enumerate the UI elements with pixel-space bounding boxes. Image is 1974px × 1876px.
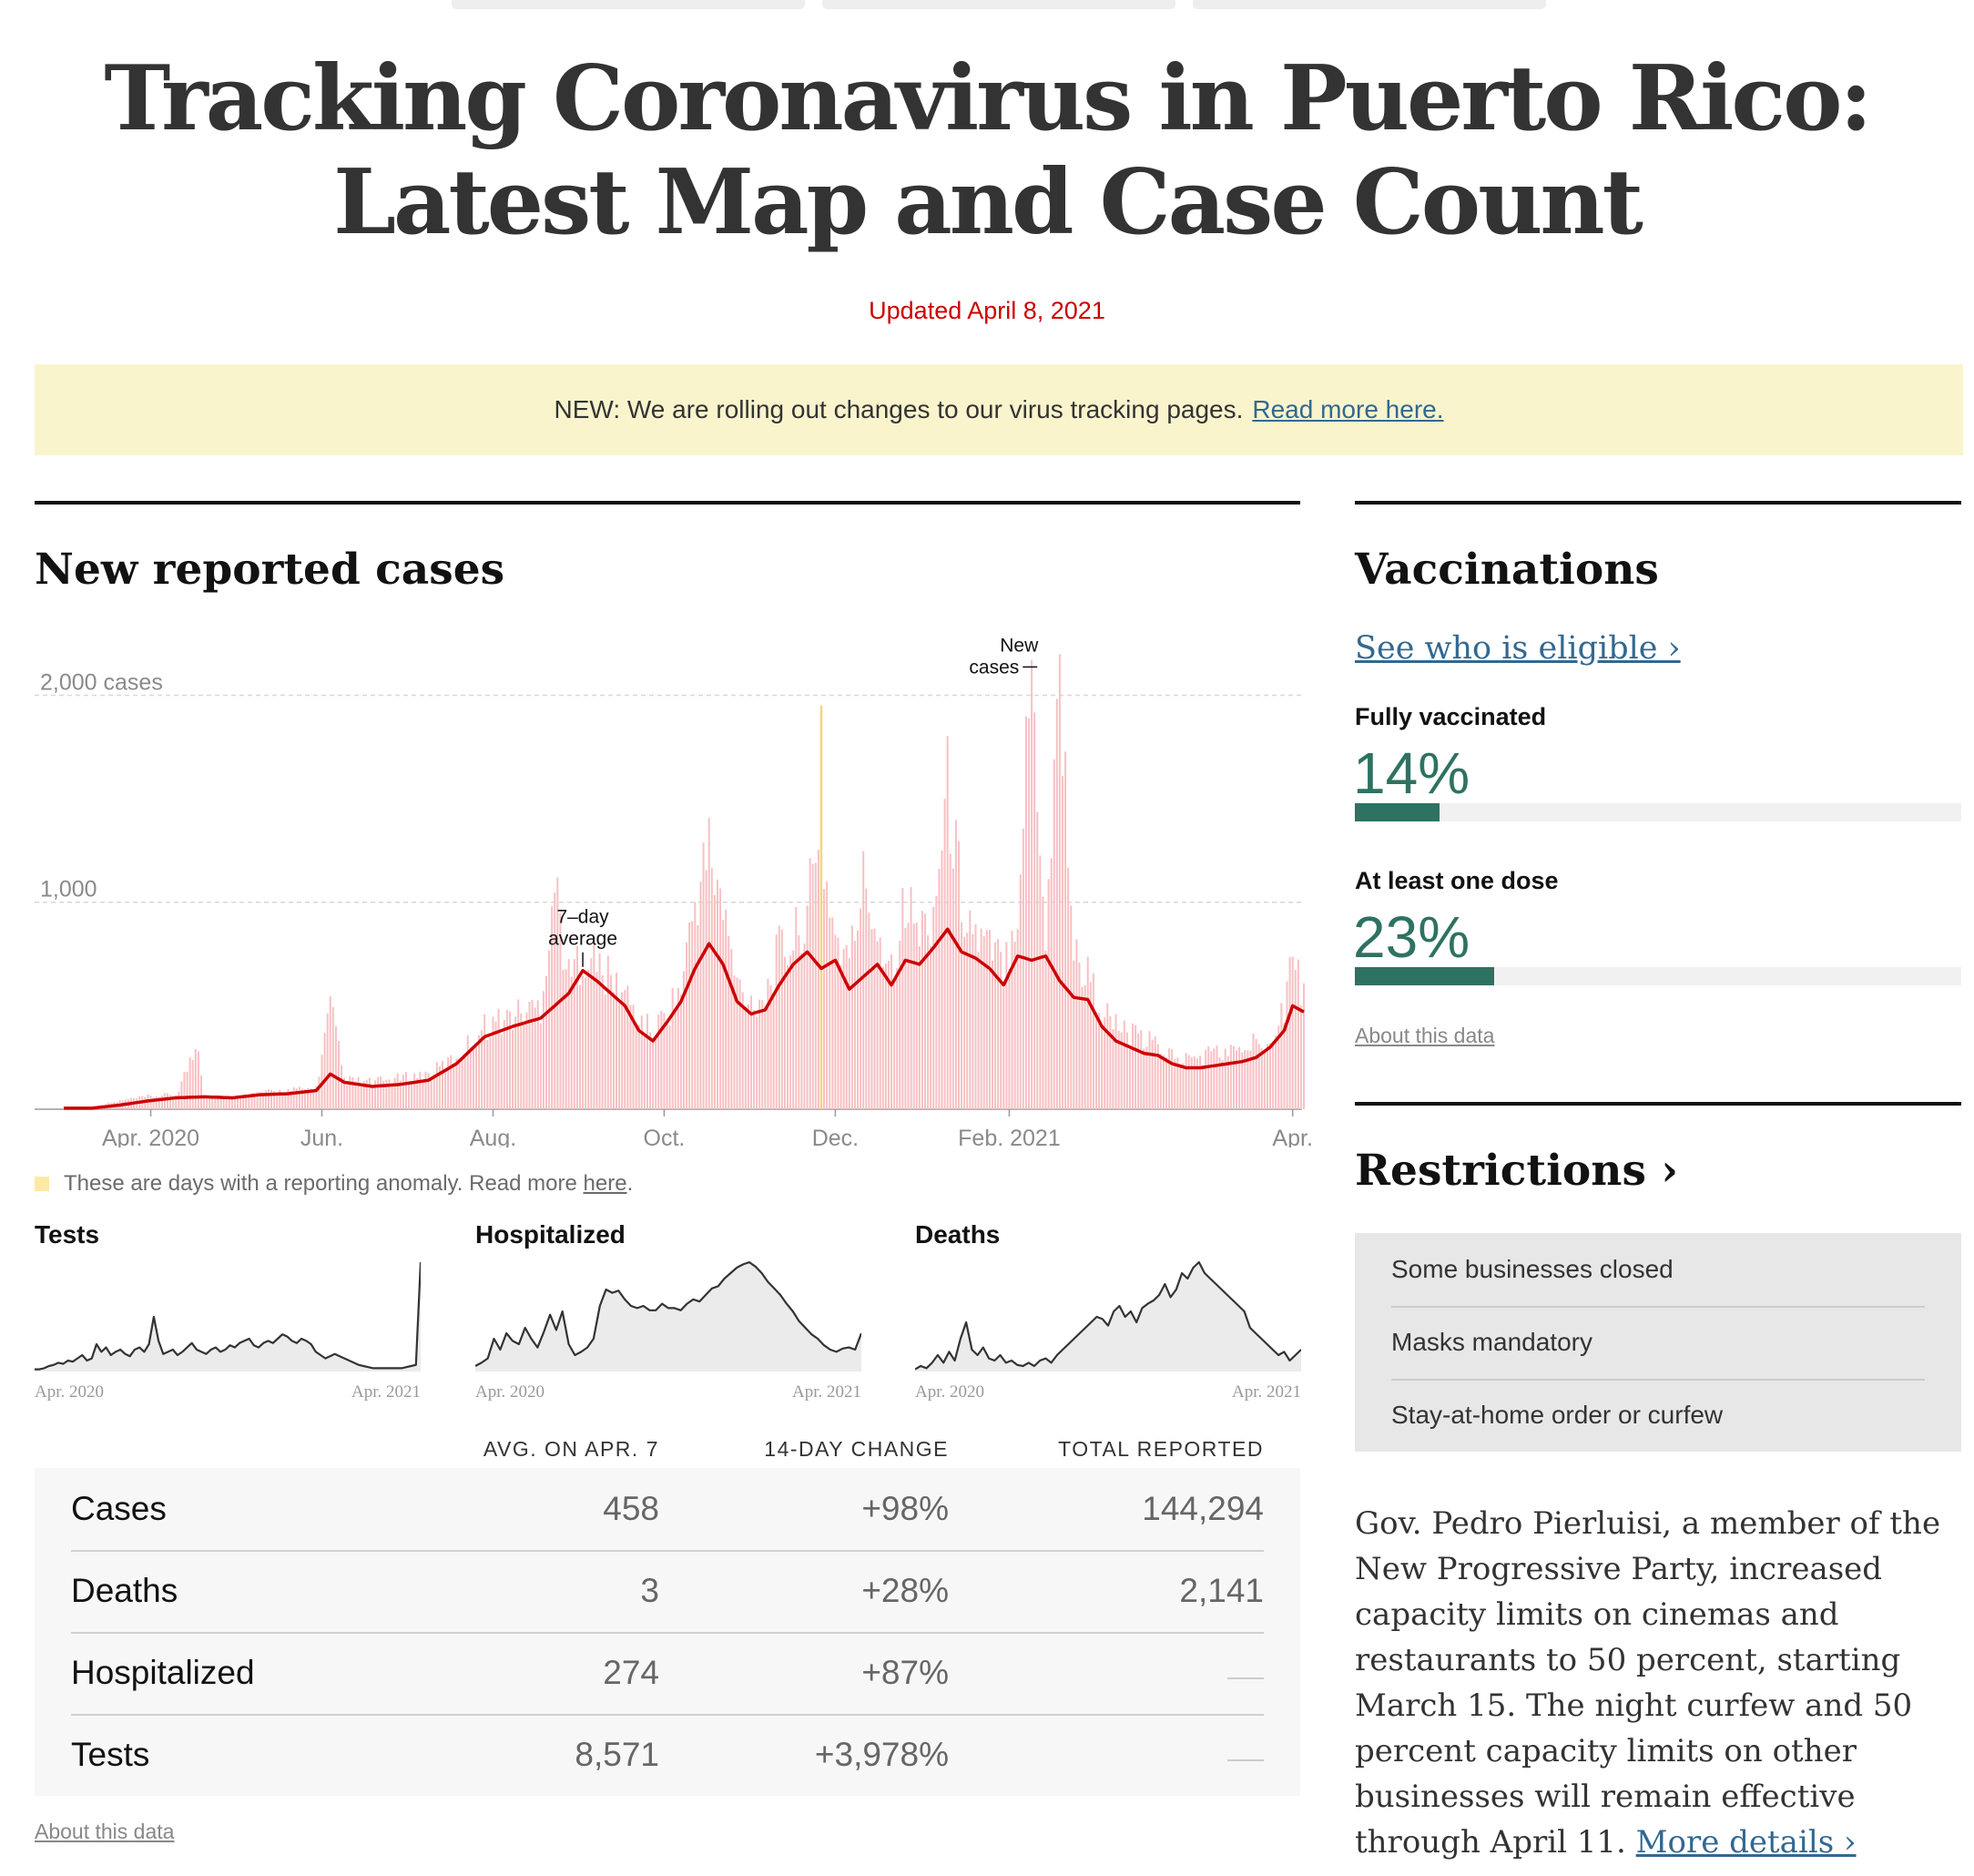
table-row: Tests 8,571 +3,978%	[71, 1714, 1264, 1796]
sparkline-line	[475, 1260, 861, 1367]
row-change: +3,978%	[814, 1736, 949, 1773]
y-tick-label: 1,000	[40, 877, 97, 902]
x-tick-label: Apr.	[1272, 1126, 1312, 1147]
x-tick-label: Aug.	[470, 1126, 516, 1147]
banner-text: NEW: We are rolling out changes to our v…	[554, 395, 1244, 423]
cases-section-title: New reported cases	[35, 545, 505, 595]
sparkline-line	[915, 1260, 1301, 1371]
row-name: Cases	[71, 1490, 167, 1527]
row-avg: 274	[603, 1654, 659, 1691]
banner-read-more-link[interactable]: Read more here.	[1252, 395, 1444, 423]
vaccinations-title: Vaccinations	[1355, 545, 1659, 595]
seven-day-average-line	[64, 927, 1305, 1110]
row-avg: 8,571	[575, 1736, 659, 1773]
sparkline-area	[35, 1262, 421, 1371]
x-tick-label: Jun.	[300, 1126, 343, 1147]
anomaly-period: .	[626, 1171, 634, 1196]
sparkline-area	[475, 1262, 861, 1371]
row-change: +87%	[861, 1654, 949, 1691]
hospitalized-chart-title: Hospitalized	[475, 1220, 626, 1249]
section-rule	[1355, 1102, 1961, 1106]
announcement-banner: NEW: We are rolling out changes to our v…	[35, 364, 1963, 455]
top-tab[interactable]	[452, 0, 805, 9]
anomaly-note: These are days with a reporting anomaly.…	[35, 1171, 633, 1197]
x-tick-label: Feb. 2021	[958, 1126, 1061, 1147]
top-tab[interactable]	[822, 0, 1175, 9]
updated-date: Updated April 8, 2021	[869, 297, 1105, 324]
one-dose-bar	[1355, 967, 1961, 985]
row-name: Tests	[71, 1736, 150, 1773]
header-change: 14-DAY CHANGE	[764, 1437, 949, 1461]
restrictions-title[interactable]: Restrictions ›	[1355, 1146, 1679, 1196]
sparkline-area	[915, 1262, 1301, 1371]
sparkline-line	[35, 1261, 421, 1371]
section-rule	[35, 501, 1300, 505]
x-tick-label: Dec.	[812, 1126, 859, 1147]
row-total-empty	[1227, 1759, 1264, 1761]
cases-annotation-line2: cases	[969, 657, 1019, 678]
row-name: Hospitalized	[71, 1654, 255, 1691]
row-total: 144,294	[1142, 1490, 1264, 1527]
row-name: Deaths	[71, 1572, 178, 1609]
sparkline-start-label: Apr. 2020	[475, 1382, 544, 1402]
x-tick-label: Apr. 2020	[102, 1126, 199, 1147]
header-total: TOTAL REPORTED	[1058, 1437, 1264, 1461]
title-line-1: Tracking Coronavirus in Puerto Rico:	[104, 46, 1872, 151]
one-dose-label: At least one dose	[1355, 867, 1559, 894]
one-dose-fill	[1355, 967, 1495, 985]
tests-chart-title: Tests	[35, 1220, 100, 1249]
vaccination-about-link[interactable]: About this data	[1355, 1024, 1495, 1047]
restriction-item: Some businesses closed	[1391, 1233, 1925, 1308]
hospitalized-sparkline: Apr. 2020 Apr. 2021	[475, 1260, 861, 1402]
deaths-chart-title: Deaths	[915, 1220, 1001, 1249]
eligibility-link[interactable]: See who is eligible ›	[1355, 630, 1681, 667]
row-total-empty	[1227, 1677, 1264, 1679]
row-total: 2,141	[1179, 1572, 1264, 1609]
summary-table: Cases 458 +98% 144,294 Deaths 3 +28% 2,1…	[35, 1468, 1300, 1796]
page-title: Tracking Coronavirus in Puerto Rico: Lat…	[0, 47, 1974, 255]
tests-sparkline: Apr. 2020 Apr. 2021	[35, 1261, 421, 1402]
sparkline-start-label: Apr. 2020	[35, 1382, 104, 1402]
sparkline-start-label: Apr. 2020	[915, 1382, 984, 1402]
table-row: Hospitalized 274 +87%	[71, 1632, 1264, 1716]
average-annotation-line2: average	[548, 929, 617, 950]
fully-vaccinated-bar	[1355, 803, 1961, 821]
more-details-link[interactable]: More details ›	[1635, 1824, 1857, 1861]
title-line-2: Latest Map and Case Count	[333, 150, 1643, 255]
header-avg: AVG. ON APR. 7	[483, 1437, 659, 1461]
restrictions-summary: Gov. Pedro Pierluisi, a member of the Ne…	[1355, 1501, 1974, 1865]
one-dose-pct: 23%	[1353, 904, 1470, 970]
sparkline-end-label: Apr. 2021	[1232, 1382, 1301, 1402]
cases-annotation-line1: New	[1000, 635, 1039, 656]
restrictions-paragraph: Gov. Pedro Pierluisi, a member of the Ne…	[1355, 1505, 1941, 1861]
y-tick-label: 2,000 cases	[40, 669, 163, 695]
about-data-link[interactable]: About this data	[35, 1820, 175, 1843]
fully-vaccinated-fill	[1355, 803, 1440, 821]
x-tick-label: Oct.	[644, 1126, 686, 1147]
restriction-item: Stay-at-home order or curfew	[1391, 1401, 1724, 1429]
deaths-sparkline: Apr. 2020 Apr. 2021	[915, 1260, 1301, 1402]
table-row: Cases 458 +98% 144,294	[71, 1468, 1264, 1552]
sparkline-end-label: Apr. 2021	[792, 1382, 861, 1402]
fully-vaccinated-pct: 14%	[1353, 740, 1470, 806]
table-row: Deaths 3 +28% 2,141	[71, 1550, 1264, 1634]
row-change: +98%	[861, 1490, 949, 1527]
restrictions-list: Some businesses closed Masks mandatory S…	[1355, 1233, 1961, 1452]
anomaly-note-text: These are days with a reporting anomaly.…	[64, 1171, 577, 1196]
restriction-item: Masks mandatory	[1391, 1306, 1925, 1381]
top-tab[interactable]	[1193, 0, 1546, 9]
row-avg: 458	[603, 1490, 659, 1527]
section-rule	[1355, 501, 1961, 505]
anomaly-swatch	[35, 1177, 49, 1191]
anomaly-here-link[interactable]: here	[583, 1171, 627, 1196]
fully-vaccinated-label: Fully vaccinated	[1355, 703, 1547, 730]
average-annotation-line1: 7–day	[556, 907, 609, 928]
row-change: +28%	[861, 1572, 949, 1609]
sparkline-end-label: Apr. 2021	[351, 1382, 421, 1402]
row-avg: 3	[640, 1572, 659, 1609]
